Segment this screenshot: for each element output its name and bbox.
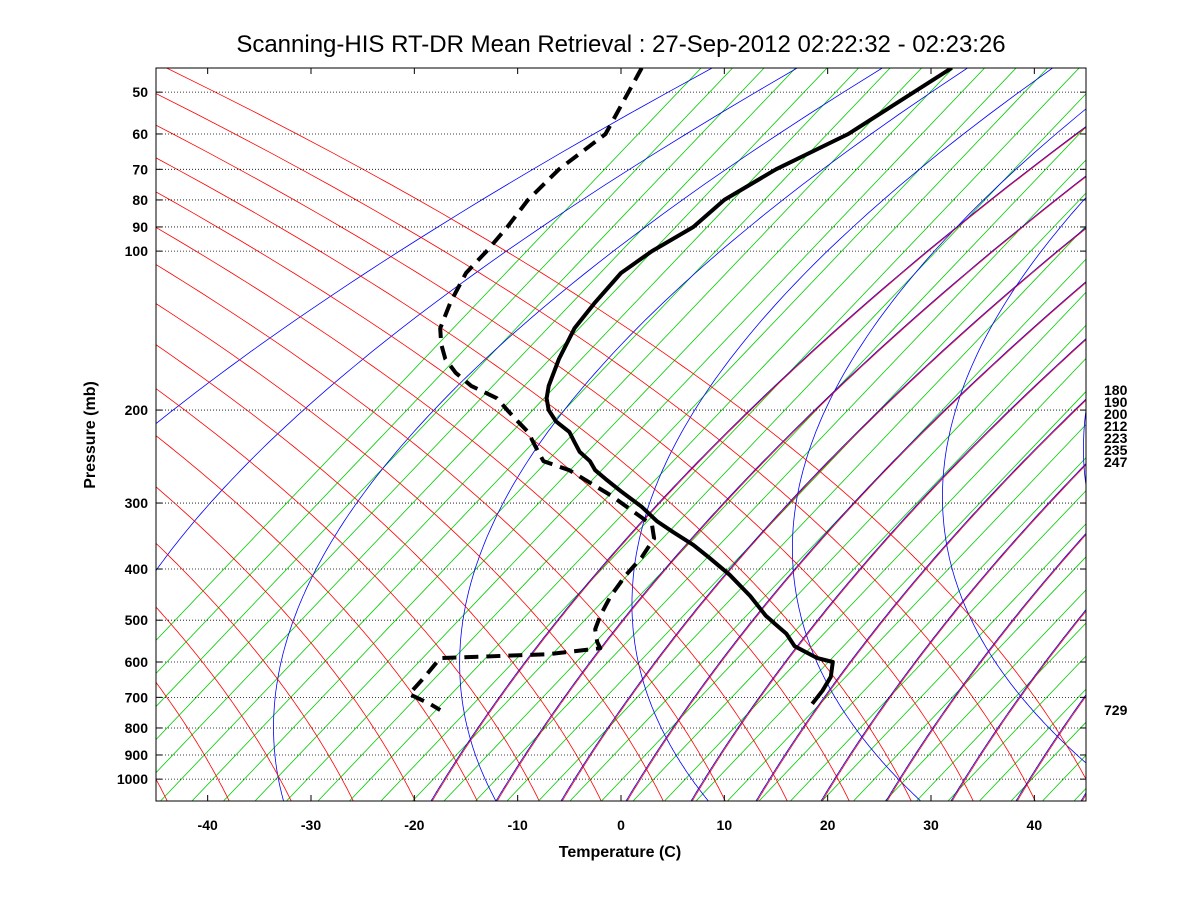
y-tick-label: 600 [125,654,149,670]
y-tick-label: 70 [132,161,148,177]
right-label: 247 [1104,454,1128,470]
y-tick-label: 80 [132,192,148,208]
chart-title: Scanning-HIS RT-DR Mean Retrieval : 27-S… [236,31,1005,58]
x-axis-label: Temperature (C) [559,844,681,861]
y-tick-label: 300 [125,495,149,511]
x-tick-label: -40 [198,817,218,833]
y-tick-label: 800 [125,720,149,736]
x-tick-label: 0 [617,817,625,833]
y-tick-label: 400 [125,561,149,577]
x-tick-label: 40 [1027,817,1043,833]
y-tick-label: 900 [125,747,149,763]
y-tick-label: 90 [132,219,148,235]
x-tick-label: -20 [404,817,424,833]
x-tick-label: 20 [820,817,836,833]
y-tick-label: 1000 [117,771,148,787]
x-tick-label: 30 [923,817,939,833]
y-tick-label: 200 [125,402,149,418]
x-tick-label: -10 [508,817,528,833]
y-axis-label: Pressure (mb) [82,381,99,489]
y-tick-label: 100 [125,243,149,259]
y-tick-label: 500 [125,612,149,628]
y-tick-label: 60 [132,126,148,142]
right-label: 729 [1104,702,1128,718]
x-tick-label: 10 [717,817,733,833]
y-tick-label: 50 [132,84,148,100]
y-tick-label: 700 [125,689,149,705]
x-tick-label: -30 [301,817,321,833]
